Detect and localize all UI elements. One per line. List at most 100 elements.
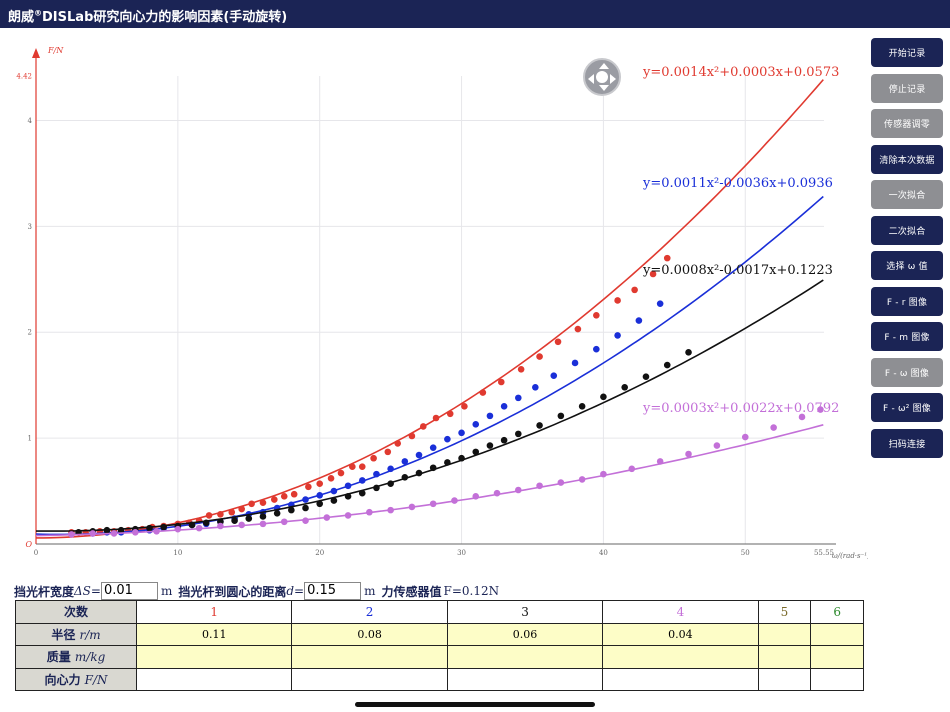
data-point: [600, 470, 607, 478]
data-point: [316, 480, 324, 487]
x-tick-label: 0: [34, 549, 38, 557]
data-point: [302, 504, 309, 512]
sidebar-button-3[interactable]: 传感器调零: [871, 109, 943, 138]
data-point: [642, 373, 650, 381]
pan-center-icon[interactable]: [596, 71, 608, 83]
trial-number: 4: [602, 600, 759, 624]
trial-number: 1: [135, 600, 293, 624]
radius-cell[interactable]: [810, 622, 864, 646]
table-row-mass: 质量 m/kg: [15, 645, 864, 669]
table-row-radius: 半径 r/m 0.11 0.08 0.06 0.04: [15, 622, 864, 646]
x-axis-label: ω/(rad·s⁻¹): [832, 552, 868, 560]
radius-cell[interactable]: 0.11: [135, 622, 293, 646]
distance-var: d=: [286, 584, 305, 598]
data-point: [444, 459, 451, 466]
data-point: [429, 464, 437, 472]
chart-area[interactable]: 0 10 20 30 40 50 55.55 1 2 3 4 4.42 O F/N ω/(rad·s⁻¹) y…: [0, 28, 868, 578]
mass-cell[interactable]: [135, 645, 293, 669]
sidebar-button-5[interactable]: 一次拟合: [871, 180, 943, 209]
y-tick-label: 3: [28, 223, 32, 231]
data-point: [432, 414, 440, 422]
home-indicator[interactable]: [355, 702, 595, 707]
data-point: [798, 413, 806, 421]
data-point: [337, 469, 345, 477]
data-point: [89, 530, 97, 537]
x-tick-label: 55.55: [814, 549, 834, 557]
radius-cell[interactable]: 0.08: [291, 622, 448, 646]
sidebar-button-9[interactable]: F - m 图像: [871, 322, 943, 351]
mass-cell[interactable]: [602, 645, 759, 669]
data-point: [532, 383, 539, 391]
radius-cell[interactable]: [757, 622, 812, 646]
data-point: [217, 522, 224, 530]
data-point: [493, 489, 501, 497]
parameter-bar: 挡光杆宽度 ΔS= 0.01 m 挡光杆到圆心的距离 d= 0.15 m 力传感…: [14, 581, 499, 601]
data-point: [631, 286, 638, 294]
data-point: [358, 489, 366, 497]
pan-left-icon[interactable]: [588, 74, 594, 84]
y-tick-label: 2: [28, 329, 32, 337]
x-tick-label: 40: [599, 549, 608, 557]
data-point: [713, 442, 721, 449]
force-cell: [757, 667, 812, 691]
data-point: [330, 487, 338, 495]
sidebar-button-10[interactable]: F - ω 图像: [871, 357, 943, 387]
table-row-trial: 次数 1 2 3 4 5 6: [15, 600, 864, 624]
mass-cell[interactable]: [446, 645, 604, 669]
data-point: [271, 496, 278, 503]
width-input[interactable]: 0.01: [100, 582, 158, 600]
data-point: [571, 359, 579, 367]
pan-navigation-control[interactable]: [583, 58, 621, 96]
trial-number: 2: [291, 600, 448, 624]
data-point: [515, 486, 522, 494]
data-point: [472, 448, 480, 456]
sidebar-button-12[interactable]: 扫码连接: [871, 428, 943, 458]
data-point: [238, 521, 245, 529]
sidebar-button-2[interactable]: 停止记录: [871, 73, 943, 103]
data-point: [373, 470, 380, 478]
data-point: [486, 442, 494, 449]
mass-cell[interactable]: [291, 645, 448, 669]
force-cell: [135, 667, 293, 691]
data-point: [770, 424, 777, 431]
title-bar: 朗威®DISLab研究向心力的影响因素(手动旋转): [0, 0, 950, 28]
data-point: [419, 423, 427, 430]
force-omega-chart[interactable]: 0 10 20 30 40 50 55.55 1 2 3 4 4.42 O F/N ω/(rad·s⁻¹) y…: [0, 28, 868, 578]
mass-cell[interactable]: [757, 645, 812, 669]
data-point: [305, 483, 312, 491]
radius-cell[interactable]: 0.06: [446, 622, 604, 646]
data-point: [160, 523, 167, 531]
pan-right-icon[interactable]: [610, 74, 616, 84]
data-point: [394, 440, 402, 447]
pan-down-icon[interactable]: [599, 85, 609, 91]
data-point: [228, 508, 236, 516]
radius-cell[interactable]: 0.04: [602, 622, 759, 646]
data-point: [536, 422, 543, 429]
data-point: [500, 403, 508, 410]
fit-equation-4: y=0.0003x²+0.0022x+0.0792: [642, 401, 839, 416]
data-point: [600, 393, 607, 401]
data-point: [217, 511, 224, 518]
sidebar-button-8[interactable]: F - r 图像: [871, 286, 943, 316]
pan-up-icon[interactable]: [599, 63, 609, 69]
sidebar-button-11[interactable]: F - ω² 图像: [871, 393, 943, 422]
sidebar-button-6[interactable]: 二次拟合: [871, 215, 943, 245]
data-point: [649, 270, 657, 278]
distance-input[interactable]: 0.15: [304, 582, 362, 600]
data-point: [323, 514, 331, 521]
data-point: [517, 365, 525, 373]
distance-unit: m: [364, 584, 376, 598]
mass-cell[interactable]: [810, 645, 864, 669]
sidebar-button-4[interactable]: 清除本次数据: [871, 144, 943, 174]
y-axis-label: F/N: [47, 46, 64, 55]
sidebar-button-1[interactable]: 开始记录: [871, 38, 943, 67]
force-sensor-reading: F=0.12N: [443, 584, 500, 598]
y-tick-label: 4: [28, 117, 33, 125]
data-point: [408, 503, 416, 511]
data-point: [384, 448, 392, 456]
sidebar-button-7[interactable]: 选择 ω 值: [871, 251, 943, 280]
data-point: [451, 497, 458, 504]
data-point: [259, 499, 267, 507]
app-title: 朗威®DISLab研究向心力的影响因素(手动旋转): [8, 8, 288, 25]
y-axis-arrow: [32, 48, 40, 58]
